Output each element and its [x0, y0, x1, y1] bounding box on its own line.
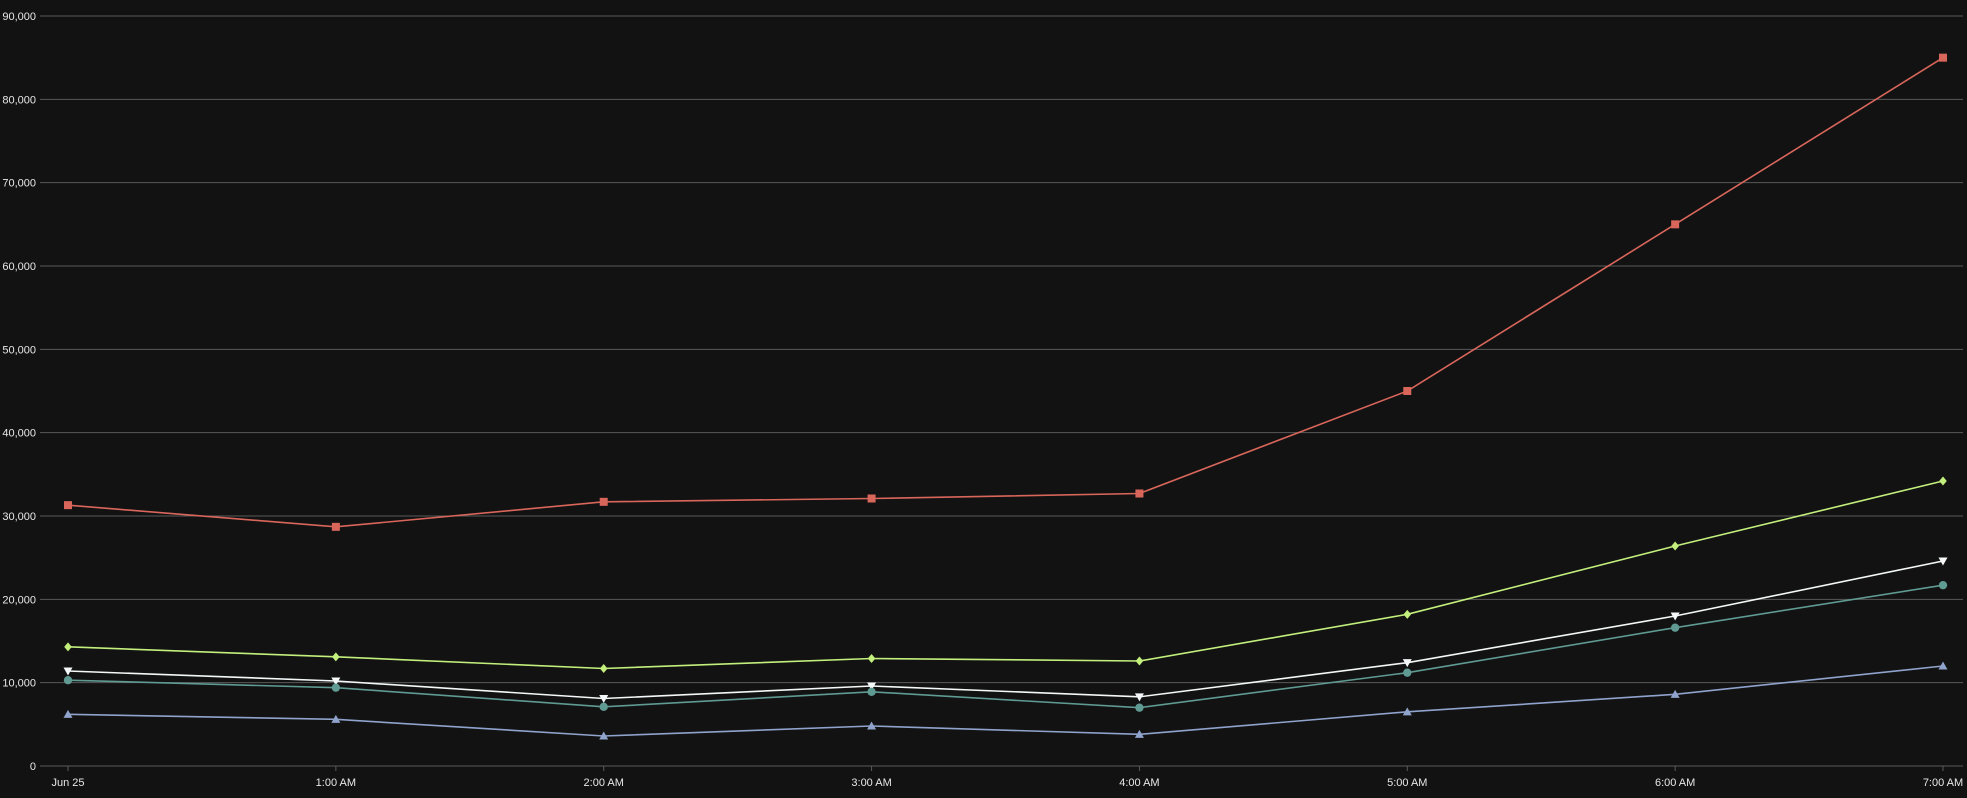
data-point-circle	[63, 675, 73, 685]
data-point-diamond	[1939, 476, 1947, 486]
x-axis-ticks: Jun 25 1:00 AM 2:00 AM 3:00 AM 4:00 AM 5:00 A…	[51, 766, 1963, 789]
y-tick-label: 0	[30, 761, 36, 773]
data-point-diamond	[599, 664, 608, 673]
series-line	[67, 56, 1944, 528]
y-tick-label: 20,000	[2, 594, 36, 606]
data-point-square	[331, 522, 340, 531]
data-point-square	[1135, 489, 1144, 498]
y-tick-label: 70,000	[2, 178, 36, 190]
data-point-circle	[1938, 580, 1948, 590]
series-2	[64, 476, 1947, 673]
data-point-circle	[867, 687, 876, 697]
x-tick-label: 2:00 AM	[584, 777, 624, 789]
series-line	[67, 584, 1944, 709]
series-line	[67, 560, 1944, 700]
x-tick-label: 4:00 AM	[1119, 777, 1159, 789]
y-tick-label: 40,000	[2, 428, 36, 440]
x-tick-label: Jun 25	[51, 777, 84, 789]
series-line	[67, 480, 1944, 670]
data-point-triangle-down	[867, 682, 877, 691]
data-point-square	[1403, 387, 1412, 395]
series-3	[63, 557, 1948, 703]
data-point-circle	[1403, 668, 1412, 677]
y-tick-label: 10,000	[2, 678, 36, 690]
data-point-square	[1939, 53, 1947, 62]
data-point-diamond	[64, 642, 72, 652]
data-point-triangle-down	[331, 677, 341, 686]
data-point-triangle-down	[1938, 557, 1948, 566]
data-point-diamond	[1135, 656, 1144, 666]
data-point-triangle-down	[1402, 659, 1412, 668]
y-tick-label: 30,000	[2, 511, 36, 523]
data-point-circle	[1135, 703, 1144, 712]
data-point-square	[867, 494, 876, 503]
data-point-triangle-up	[1938, 661, 1948, 670]
data-point-circle	[331, 683, 341, 692]
data-point-circle	[599, 702, 608, 712]
x-tick-label: 1:00 AM	[316, 777, 356, 789]
data-point-diamond	[1403, 609, 1412, 619]
y-tick-label: 80,000	[2, 94, 36, 106]
y-axis-ticks: 0 10,000 20,000 30,000 40,000 50,000 60,000 70,…	[2, 11, 36, 773]
series-4	[63, 580, 1948, 712]
data-point-square	[64, 501, 72, 510]
data-point-diamond	[867, 654, 876, 663]
data-point-square	[599, 497, 608, 506]
data-point-triangle-down	[1134, 693, 1144, 702]
data-point-triangle-up	[331, 714, 341, 723]
gridlines	[40, 15, 1963, 767]
data-point-triangle-up	[1134, 729, 1144, 738]
series-line	[67, 665, 1944, 737]
data-point-triangle-up	[63, 709, 73, 718]
series-group	[63, 53, 1948, 740]
data-point-square	[1671, 220, 1680, 229]
x-tick-label: 5:00 AM	[1387, 777, 1427, 789]
y-tick-label: 60,000	[2, 261, 36, 273]
series-1	[64, 53, 1947, 531]
data-point-circle	[1670, 623, 1680, 632]
data-point-diamond	[332, 652, 340, 662]
x-tick-label: 6:00 AM	[1655, 777, 1695, 789]
series-5	[63, 661, 1948, 740]
data-point-triangle-up	[599, 731, 609, 740]
data-point-triangle-down	[1670, 612, 1680, 621]
data-point-triangle-down	[63, 667, 73, 676]
data-point-triangle-up	[867, 721, 877, 730]
data-point-triangle-up	[1402, 707, 1412, 716]
x-tick-label: 3:00 AM	[851, 777, 891, 789]
data-point-triangle-up	[1670, 689, 1680, 698]
y-tick-label: 90,000	[2, 11, 36, 23]
data-point-triangle-down	[599, 695, 609, 703]
x-tick-label: 7:00 AM	[1923, 777, 1963, 789]
data-point-diamond	[1671, 541, 1679, 551]
y-tick-label: 50,000	[2, 344, 36, 356]
